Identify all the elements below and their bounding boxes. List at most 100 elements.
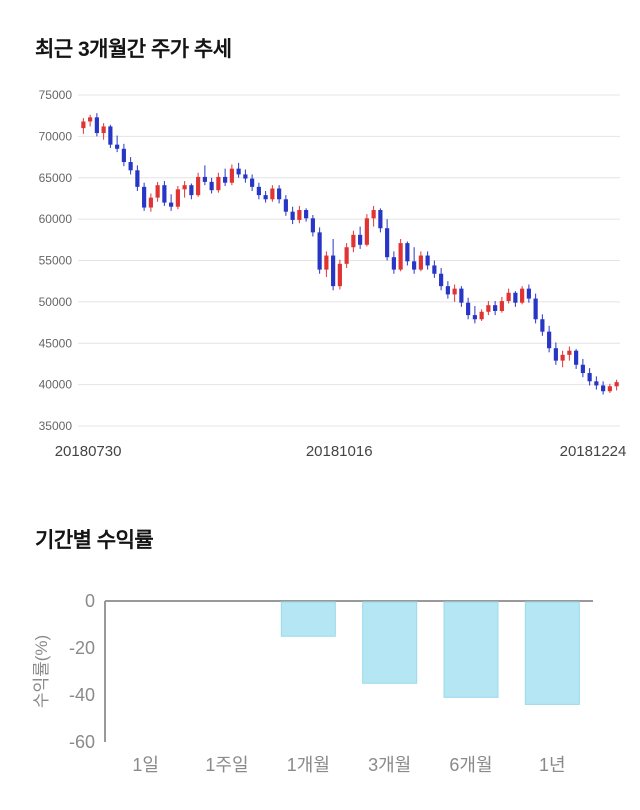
candles — [81, 113, 619, 395]
candle-body — [209, 181, 214, 191]
svg-text:1일: 1일 — [132, 755, 159, 775]
candle-body — [263, 195, 268, 200]
svg-text:40000: 40000 — [39, 378, 73, 392]
return-bar — [280, 601, 336, 637]
candle-body — [81, 121, 86, 129]
candle-body — [601, 385, 606, 392]
candle-body — [310, 218, 315, 233]
y-axis-labels: 75000 70000 65000 60000 55000 50000 45000 40000… — [39, 88, 73, 433]
return-bar — [524, 601, 580, 705]
svg-text:0: 0 — [85, 591, 95, 611]
candle-body — [317, 232, 322, 270]
candle-body — [493, 305, 498, 311]
candle-body — [574, 350, 579, 365]
candle-body — [351, 234, 356, 248]
candle-body — [614, 382, 619, 387]
candle-body — [398, 243, 403, 270]
candle-body — [425, 255, 430, 266]
price-chart-title: 최근 3개월간 주가 추세 — [35, 38, 232, 61]
candle-body — [202, 176, 207, 182]
svg-text:75000: 75000 — [39, 88, 73, 102]
candle-body — [533, 298, 538, 320]
candle-body — [162, 185, 167, 203]
candle-body — [115, 144, 120, 149]
y-axis-title: 수익률(%) — [32, 635, 51, 708]
candle-body — [499, 301, 504, 311]
svg-text:6개월: 6개월 — [449, 755, 492, 775]
svg-text:45000: 45000 — [39, 336, 73, 350]
svg-text:60000: 60000 — [39, 212, 73, 226]
candle-body — [169, 202, 174, 207]
candle-body — [412, 261, 417, 270]
grid-lines — [78, 94, 620, 427]
candle-body — [108, 126, 113, 145]
candle-body — [94, 117, 99, 134]
return-bar — [362, 601, 418, 684]
candle-body — [216, 176, 221, 191]
candle-body — [472, 315, 477, 320]
svg-text:20181224: 20181224 — [560, 443, 627, 460]
candle-body — [580, 364, 585, 374]
candle-body — [182, 185, 187, 190]
candle-body — [101, 126, 106, 134]
candle-body — [121, 148, 126, 163]
svg-text:50000: 50000 — [39, 295, 73, 309]
bars — [280, 601, 580, 705]
svg-text:-60: -60 — [69, 732, 95, 752]
svg-text:70000: 70000 — [39, 129, 73, 143]
svg-text:1주일: 1주일 — [205, 755, 248, 775]
candle-body — [337, 263, 342, 287]
candle-body — [270, 188, 275, 200]
candle-body — [520, 288, 525, 303]
svg-text:1년: 1년 — [539, 755, 566, 775]
candle-body — [223, 176, 228, 183]
candle-body — [452, 288, 457, 295]
svg-text:-20: -20 — [69, 638, 95, 658]
candle-body — [445, 286, 450, 295]
candle-body — [256, 186, 261, 196]
candle-body — [439, 273, 444, 287]
category-labels: 1일 1주일 1개월 3개월 6개월 1년 — [132, 755, 565, 775]
candle-body — [331, 255, 336, 287]
svg-text:3개월: 3개월 — [368, 755, 411, 775]
candle-body — [290, 211, 295, 220]
y-axis-labels: 0 -20 -40 -60 — [69, 591, 95, 752]
candle-body — [486, 305, 491, 312]
candle-body — [466, 302, 471, 316]
returns-chart-title: 기간별 수익률 — [35, 529, 154, 552]
candle-body — [567, 350, 572, 355]
return-bar — [443, 601, 499, 698]
candle-body — [418, 255, 423, 270]
candle-body — [553, 348, 558, 361]
candle-body — [391, 257, 396, 270]
candle-body — [479, 311, 484, 320]
candle-body — [155, 185, 160, 198]
candle-body — [405, 243, 410, 262]
candle-body — [229, 168, 234, 183]
candle-body — [506, 292, 511, 302]
candle-body — [135, 170, 140, 187]
candle-body — [88, 117, 93, 122]
candle-body — [432, 265, 437, 274]
returns-bar-chart: 0 -20 -40 -60 1일 1주일 1개월 3개월 6개월 1년 수익률(%) — [32, 591, 593, 775]
candle-body — [277, 188, 282, 200]
candle-body — [148, 197, 153, 208]
candle-body — [587, 373, 592, 382]
candle-body — [607, 386, 612, 392]
candle-body — [378, 210, 383, 229]
candle-body — [358, 234, 363, 245]
candle-body — [547, 331, 552, 349]
axes — [104, 600, 593, 742]
candle-body — [297, 210, 302, 220]
candle-body — [594, 381, 599, 386]
candle-body — [250, 178, 255, 187]
svg-text:-40: -40 — [69, 685, 95, 705]
candle-body — [243, 174, 248, 179]
svg-text:1개월: 1개월 — [287, 755, 330, 775]
x-axis-labels: 20180730 20181016 20181224 — [55, 443, 627, 460]
candle-body — [142, 186, 147, 208]
candle-body — [344, 247, 349, 264]
candle-body — [513, 292, 518, 303]
candle-body — [304, 210, 309, 219]
